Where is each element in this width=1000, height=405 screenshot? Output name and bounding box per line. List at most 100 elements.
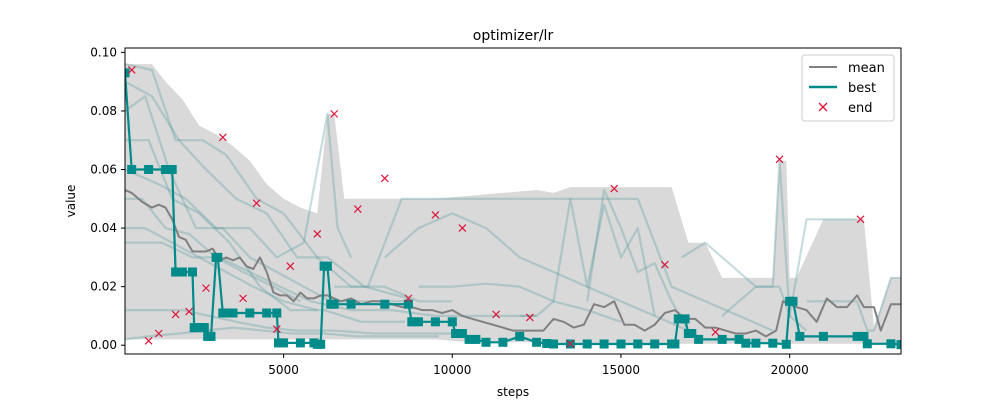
best-marker — [650, 339, 660, 349]
best-marker — [407, 317, 417, 327]
trial-line-11 — [334, 197, 774, 332]
best-marker — [781, 339, 791, 349]
trial-line-12 — [384, 212, 689, 332]
best-marker — [329, 299, 339, 309]
best-marker — [451, 329, 461, 338]
end-marker — [492, 310, 501, 319]
best-marker — [144, 165, 154, 174]
x-axis-label: steps — [497, 385, 529, 399]
best-marker — [316, 339, 326, 349]
best-marker — [177, 267, 187, 277]
end-marker — [127, 66, 136, 74]
best-marker — [188, 267, 197, 277]
legend: mean best end — [801, 54, 895, 122]
best-marker — [464, 334, 474, 344]
best-marker — [279, 338, 289, 348]
best-marker — [403, 299, 413, 309]
best-marker — [221, 308, 231, 318]
best-marker — [380, 299, 390, 309]
best-marker — [228, 308, 238, 318]
best-marker — [741, 338, 751, 348]
mean-line-layer — [125, 189, 901, 338]
mean-line — [125, 189, 901, 338]
y-tick-label: 0.00 — [90, 338, 117, 352]
x-axis-ticks: 5000 10000 15000 20000 — [268, 354, 809, 377]
best-marker — [862, 339, 872, 349]
best-marker — [768, 338, 778, 348]
best-marker — [795, 331, 805, 341]
best-marker — [616, 339, 626, 349]
end-marker — [566, 339, 575, 348]
best-marker — [734, 334, 744, 344]
legend-end-swatch — [818, 102, 828, 112]
best-marker — [582, 339, 592, 349]
best-marker — [673, 314, 683, 324]
legend-mean-label: mean — [848, 61, 885, 76]
best-marker — [532, 337, 542, 347]
best-marker — [542, 339, 552, 348]
trial-line-18 — [418, 282, 622, 323]
best-marker — [886, 339, 896, 349]
trial-line-13 — [519, 197, 656, 317]
x-tick-label: 10000 — [433, 363, 471, 377]
best-marker — [818, 331, 828, 341]
best-marker — [274, 338, 283, 348]
legend-best-label: best — [848, 81, 876, 96]
trial-line-14 — [586, 188, 690, 332]
best-marker — [751, 338, 761, 348]
end-marker — [154, 329, 163, 338]
end-marker — [185, 307, 194, 316]
y-tick-label: 0.02 — [90, 280, 117, 294]
best-marker — [262, 308, 272, 318]
trial-line-15 — [681, 241, 808, 332]
end-marker — [286, 262, 295, 271]
y-axis-ticks: 0.00 0.02 0.04 0.06 0.08 0.10 — [90, 45, 125, 352]
trial-line-8 — [125, 241, 537, 317]
best-marker — [859, 331, 869, 341]
trial-line-9 — [125, 80, 409, 300]
end-marker — [252, 199, 261, 208]
end-marker — [775, 155, 784, 164]
trial-line-1 — [125, 63, 453, 303]
best-marker — [852, 331, 862, 341]
y-axis-label: value — [64, 185, 78, 218]
end-marker — [856, 215, 865, 224]
y-tick-label: 0.06 — [90, 163, 117, 177]
end-marker — [660, 260, 669, 269]
y-tick-label: 0.08 — [90, 104, 117, 118]
end-marker — [458, 224, 467, 233]
end-marker — [525, 313, 534, 322]
best-marker — [694, 334, 704, 344]
end-markers-layer — [127, 66, 865, 348]
best-marker — [447, 317, 457, 327]
y-tick-label: 0.10 — [90, 45, 117, 59]
best-marker — [687, 329, 697, 338]
end-marker — [431, 210, 440, 219]
best-marker — [717, 334, 727, 344]
chart-title: optimizer/lr — [473, 28, 554, 44]
best-marker — [272, 308, 282, 318]
end-marker — [272, 325, 281, 334]
best-marker — [515, 331, 525, 341]
end-marker — [313, 230, 322, 238]
trial-line-7 — [125, 326, 439, 341]
end-marker — [171, 310, 180, 319]
end-marker — [404, 294, 413, 303]
best-marker — [245, 308, 255, 318]
end-marker — [218, 133, 227, 142]
best-marker — [788, 296, 798, 306]
range-band-layer — [125, 64, 901, 344]
best-marker — [161, 165, 170, 174]
end-marker — [610, 184, 619, 193]
trial-line-4 — [125, 309, 466, 335]
end-marker — [711, 328, 720, 336]
plot-frame — [124, 47, 902, 355]
trial-line-10 — [125, 227, 318, 312]
best-marker — [414, 317, 423, 327]
y-tick-label: 0.04 — [90, 221, 117, 235]
best-marker — [680, 314, 690, 324]
best-marker — [295, 338, 305, 348]
end-marker — [330, 109, 339, 118]
best-marker — [213, 252, 223, 262]
best-marker — [457, 329, 467, 338]
